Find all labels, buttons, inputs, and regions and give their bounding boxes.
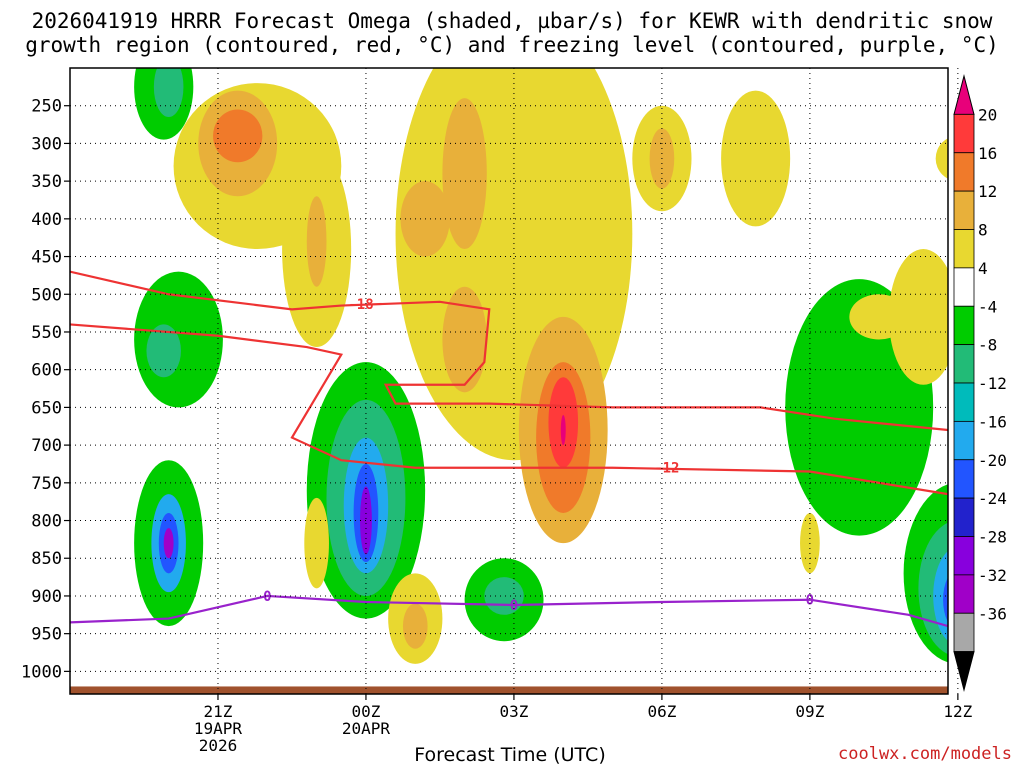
colorbar-label-2: 12: [978, 182, 997, 201]
freezing-level-label-1: 0: [510, 598, 518, 614]
ground-strip: [70, 686, 948, 694]
colorbar-segment-3: [953, 190, 975, 230]
colorbar: 20 16 12 8 4 -4 -8 -12 -16 -20 -24 -28 -32 -36: [953, 74, 1007, 692]
x-tick-label-0-1: 19APR: [194, 719, 243, 738]
y-tick-label-300: 300: [31, 134, 62, 154]
colorbar-segment-13: [953, 574, 975, 614]
freezing-level-label-2: 0: [806, 593, 814, 609]
omega-region-19: [442, 98, 487, 250]
colorbar-label-11: -28: [978, 528, 1007, 547]
y-tick-label-700: 700: [31, 436, 62, 456]
omega-region-10: [163, 528, 174, 559]
omega-region-40: [849, 294, 909, 340]
omega-region-21: [442, 286, 487, 393]
colorbar-bottom-triangle: [953, 651, 975, 692]
y-tick-label-550: 550: [31, 323, 62, 343]
x-axis-label: Forecast Time (UTC): [414, 744, 606, 766]
y-tick-label-350: 350: [31, 172, 62, 192]
colorbar-segment-14: [953, 612, 975, 653]
colorbar-label-3: 8: [978, 221, 988, 240]
y-tick-label-850: 850: [31, 549, 62, 569]
omega-region-2: [213, 109, 263, 163]
x-tick-label-3-1: 20APR: [342, 719, 391, 738]
colorbar-segment-1: [953, 113, 975, 154]
colorbar-segment-7: [953, 344, 975, 384]
colorbar-label-9: -20: [978, 451, 1007, 470]
y-tick-label-1000: 1000: [21, 662, 62, 682]
y-tick-label-600: 600: [31, 361, 62, 381]
chart-title-line-2: growth region (contoured, red, °C) and f…: [25, 33, 999, 57]
colorbar-label-7: -12: [978, 374, 1007, 393]
colorbar-segment-6: [953, 305, 975, 346]
plot-layer: -18 -12 0 0 0: [70, 68, 948, 694]
colorbar-label-12: -32: [978, 566, 1007, 585]
x-tick-label-9-0: 06Z: [647, 702, 676, 721]
plot-frame: [69, 67, 949, 695]
y-tick-label-400: 400: [31, 210, 62, 230]
chart-title-line-1: 2026041919 HRRR Forecast Omega (shaded, …: [31, 9, 993, 33]
isotherm-minus18-line: [70, 270, 948, 432]
colorbar-label-8: -16: [978, 412, 1007, 431]
colorbar-label-5: -4: [978, 297, 997, 316]
colorbar-label-1: 16: [978, 144, 997, 163]
omega-region-29: [402, 603, 428, 649]
omega-region-12: [306, 196, 327, 287]
colorbar-label-10: -24: [978, 489, 1007, 508]
isotherm-minus12-label: -12: [654, 461, 679, 477]
colorbar-top-triangle: [953, 74, 975, 115]
y-tick-label-450: 450: [31, 248, 62, 268]
y-tick-label-500: 500: [31, 285, 62, 305]
colorbar-segment-12: [953, 536, 975, 576]
colorbar-label-0: 20: [978, 105, 997, 124]
x-tick-label-15-0: 12Z: [943, 702, 972, 721]
colorbar-label-6: -8: [978, 336, 997, 355]
y-tick-label-650: 650: [31, 398, 62, 418]
y-tick-label-800: 800: [31, 512, 62, 532]
colorbar-label-4: 4: [978, 259, 988, 278]
freezing-level-line: [70, 594, 948, 628]
credit-text: coolwx.com/models: [838, 744, 1012, 764]
x-tick-label-12-0: 09Z: [795, 702, 824, 721]
omega-region-4: [153, 68, 184, 118]
y-tick-label-750: 750: [31, 474, 62, 494]
omega-region-6: [146, 324, 181, 378]
omega-region-25: [560, 414, 566, 446]
colorbar-segment-4: [953, 229, 975, 269]
omega-region-32: [721, 90, 791, 227]
y-tick-label-250: 250: [31, 97, 62, 117]
omega-shading: [70, 68, 948, 664]
x-tick-label-3-0: 00Z: [352, 702, 381, 721]
colorbar-segment-11: [953, 497, 975, 537]
omega-region-39: [888, 249, 948, 385]
omega-region-43: [304, 497, 329, 589]
isotherm-minus12-line: [70, 323, 948, 496]
freezing-level-label-0: 0: [263, 589, 271, 605]
colorbar-segment-2: [953, 152, 975, 192]
isotherm-minus18-label: -18: [348, 297, 373, 313]
x-tick-label-6-0: 03Z: [499, 702, 528, 721]
colorbar-segment-9: [953, 420, 975, 461]
axes-layer: 250 300 350 400 450 500 550 600 650 700 750 800 850 9…: [21, 67, 973, 755]
colorbar-segment-10: [953, 459, 975, 499]
x-tick-label-0-2: 2026: [199, 736, 238, 755]
x-tick-label-0-0: 21Z: [204, 702, 233, 721]
y-tick-label-900: 900: [31, 587, 62, 607]
y-tick-label-950: 950: [31, 625, 62, 645]
omega-region-37: [943, 577, 948, 623]
colorbar-label-13: -36: [978, 604, 1007, 623]
omega-region-41: [935, 138, 948, 179]
colorbar-segment-5: [953, 267, 975, 307]
colorbar-segment-8: [953, 382, 975, 422]
